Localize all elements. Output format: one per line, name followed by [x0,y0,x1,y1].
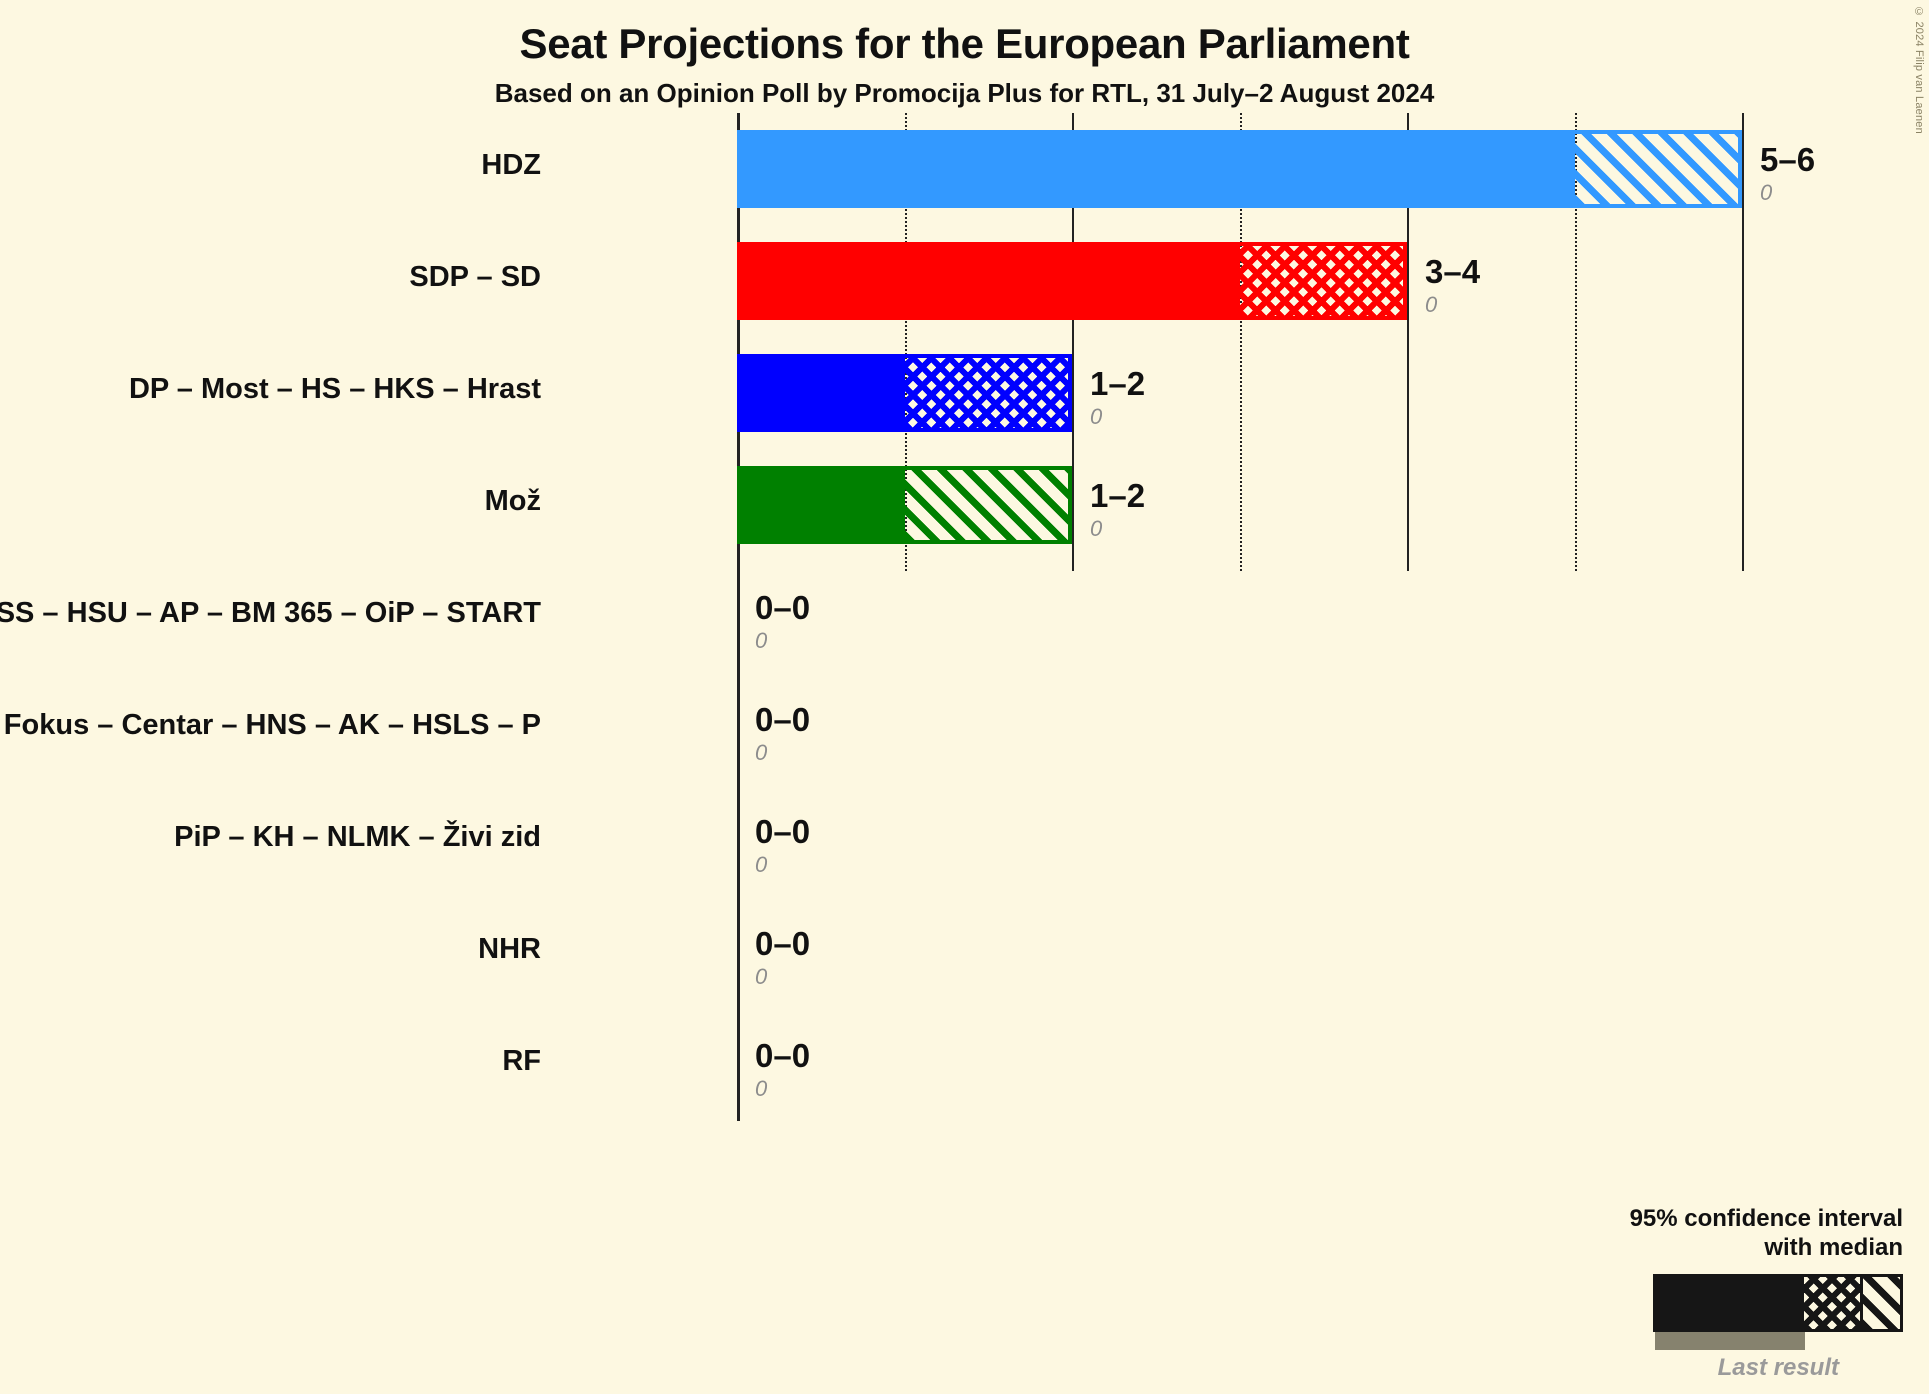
row-value-block-5: 0–0 0 [755,703,810,764]
bar-row: HSS – HSU – AP – BM 365 – OiP – START 0–0… [0,561,1747,673]
last-result-value: 0 [755,964,768,989]
bar-0 [737,130,1742,208]
last-result-value: 0 [1090,404,1103,429]
seat-range-value: 0–0 [755,1037,811,1074]
legend-title-line2: with median [1764,1233,1903,1261]
legend-hatch-segment [1860,1277,1900,1329]
bar-row: PiP – KH – NLMK – Živi zid 0–0 0 [174,785,1747,897]
bar-row: Fokus – Centar – HNS – AK – HSLS – P 0–0 0 [4,673,1747,785]
row-label-7: NHR [478,933,541,965]
last-result-value: 0 [1760,180,1773,205]
row-label-8: RF [502,1045,541,1077]
bar-ci-segment [904,354,1072,432]
row-label-6: PiP – KH – NLMK – Živi zid [174,821,541,853]
bar-row: NHR 0–0 0 [478,897,1747,1009]
last-result-value: 0 [755,628,768,653]
seat-range-value: 1–2 [1090,365,1146,402]
bar-ci-segment [904,466,1072,544]
seat-range-value: 0–0 [755,701,811,738]
legend-crosshatch-segment [1804,1277,1860,1329]
plot-area: HDZ 5–6 0 SDP – SD 3–4 0 DP – Most – HS – HKS … [0,113,1815,1121]
row-value-block-8: 0–0 0 [755,1039,810,1100]
legend-title-line1: 95% confidence interval [1629,1205,1903,1233]
bar-2 [737,354,1072,432]
row-label-4: HSS – HSU – AP – BM 365 – OiP – START [0,597,541,629]
bar-3 [737,466,1072,544]
row-label-2: DP – Most – HS – HKS – Hrast [128,373,541,405]
bar-1 [737,242,1407,320]
seat-range-value: 0–0 [755,813,811,850]
gridline-1 [904,113,907,571]
seat-range-value: 5–6 [1760,141,1816,178]
gridline-3 [1239,113,1242,571]
legend-median-segment [1656,1277,1804,1329]
row-value-block-7: 0–0 0 [755,927,810,988]
row-label-3: Mož [484,485,541,517]
gridline-2 [1072,113,1074,571]
gridline-6 [1742,113,1744,571]
bar-row: RF 0–0 0 [502,1009,1747,1121]
y-axis-line [737,113,740,1121]
row-label-1: SDP – SD [409,261,541,293]
last-result-value: 0 [1090,516,1103,541]
row-label-0: HDZ [481,149,541,181]
row-value-block-2: 1–2 0 [1090,367,1145,428]
chart-subtitle: Based on an Opinion Poll by Promocija Pl… [494,78,1435,108]
bar-median-segment [737,354,905,432]
row-value-block-6: 0–0 0 [755,815,810,876]
legend-sample-bar [1653,1274,1903,1332]
legend-last-result-label: Last result [1717,1354,1839,1381]
last-result-value: 0 [755,1076,768,1101]
seat-range-value: 0–0 [755,589,811,626]
row-value-block-3: 1–2 0 [1090,479,1145,540]
gridline-5 [1574,113,1577,571]
seat-range-value: 3–4 [1425,253,1481,290]
row-value-block-4: 0–0 0 [755,591,810,652]
row-label-5: Fokus – Centar – HNS – AK – HSLS – P [3,709,541,741]
row-value-block-0: 5–6 0 [1760,143,1815,204]
bar-row: SDP – SD 3–4 0 [409,225,1747,337]
last-result-value: 0 [755,852,768,877]
last-result-value: 0 [755,740,768,765]
seat-range-value: 1–2 [1090,477,1146,514]
bar-ci-segment [1239,242,1407,320]
bar-row: HDZ 5–6 0 [481,113,1815,225]
bar-median-segment [737,466,905,544]
gridline-4 [1407,113,1409,571]
bar-median-segment [737,242,1240,320]
copyright-notice: © 2024 Filip van Laenen [1913,6,1925,134]
seat-range-value: 0–0 [755,925,811,962]
legend: 95% confidence interval with median Last… [1603,1205,1903,1382]
bar-ci-segment [1574,130,1742,208]
bar-median-segment [737,130,1575,208]
row-value-block-1: 3–4 0 [1425,255,1480,316]
page-title: Seat Projections for the European Parlia… [519,20,1410,67]
bar-row: DP – Most – HS – HKS – Hrast 1–2 0 [129,337,1747,449]
bar-row: Mož 1–2 0 [485,449,1747,561]
last-result-value: 0 [1425,292,1438,317]
legend-last-result-bar [1655,1332,1805,1350]
